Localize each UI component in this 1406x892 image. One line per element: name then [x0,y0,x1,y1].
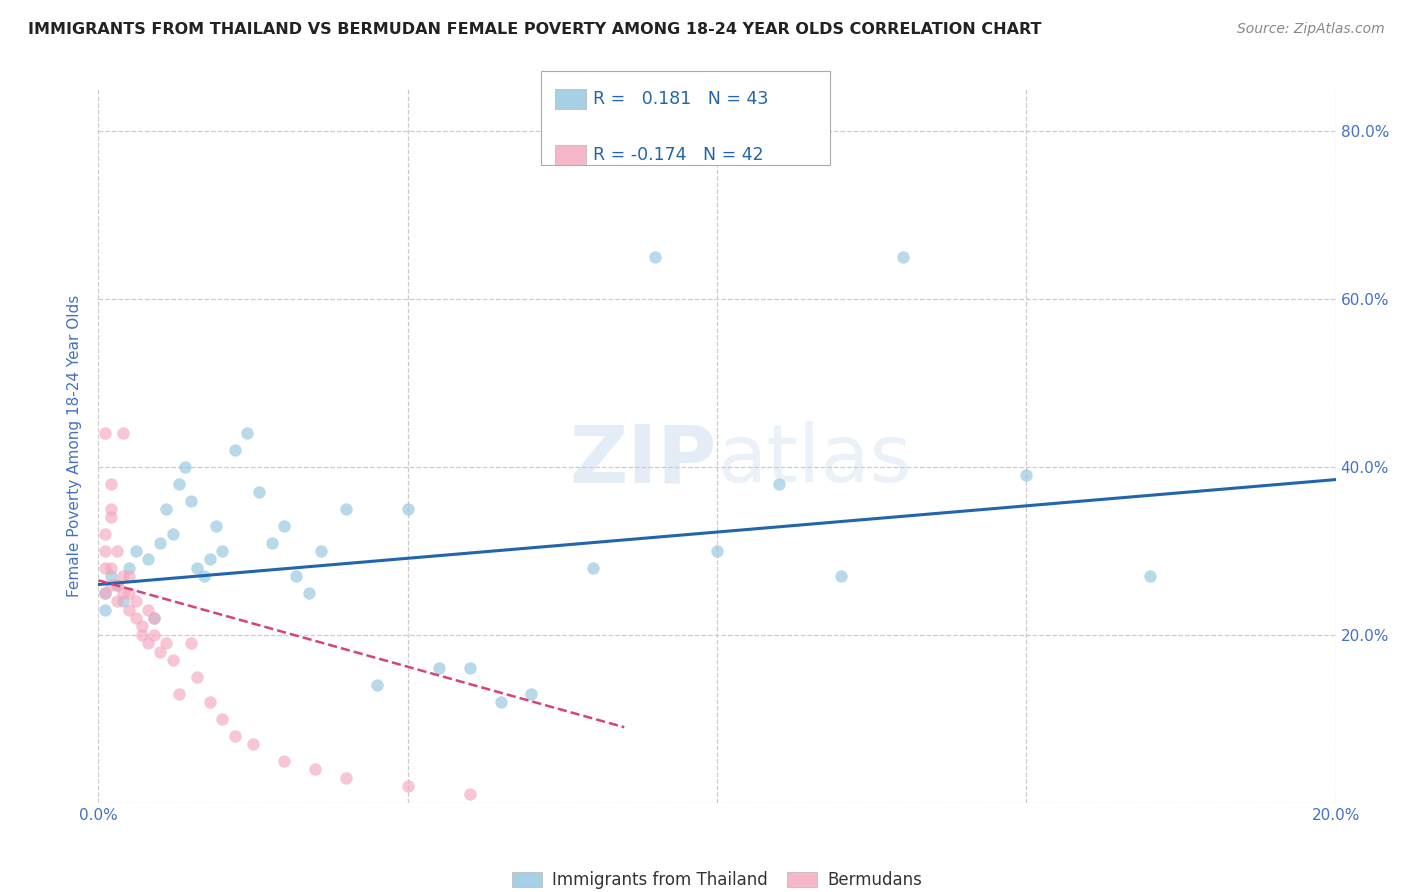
Point [198,552,221,566]
Point [186,670,208,684]
Point [93,527,115,541]
Point [100,560,122,574]
Point [124,611,146,625]
Text: R = -0.174   N = 42: R = -0.174 N = 42 [593,146,763,164]
Point [100,510,122,524]
Point [174,460,197,475]
Point [1015,468,1038,483]
Legend: Immigrants from Thailand, Bermudans: Immigrants from Thailand, Bermudans [505,864,929,892]
Point [155,636,177,650]
Point [247,485,270,500]
Point [143,611,166,625]
Point [335,502,357,516]
Point [236,426,259,441]
Point [105,577,128,591]
Point [427,661,450,675]
Point [100,476,122,491]
Point [193,569,215,583]
Point [198,695,221,709]
Point [155,502,177,516]
Point [489,695,512,709]
Point [149,645,172,659]
Point [582,560,605,574]
Point [93,426,115,441]
Point [273,518,295,533]
Point [100,502,122,516]
Text: atlas: atlas [717,421,911,500]
Point [309,544,332,558]
Point [706,544,728,558]
Point [112,426,135,441]
Point [124,544,146,558]
Text: ZIP: ZIP [569,421,717,500]
Point [136,636,159,650]
Point [143,628,166,642]
Point [93,544,115,558]
Point [136,552,159,566]
Point [205,518,228,533]
Point [224,443,246,458]
Point [211,712,233,726]
Point [124,594,146,608]
Point [131,628,153,642]
Point [396,502,419,516]
Point [143,611,166,625]
Point [136,603,159,617]
Point [830,569,852,583]
Point [1139,569,1161,583]
Point [304,762,326,776]
Point [458,661,481,675]
Point [242,737,264,751]
Point [118,603,141,617]
Point [100,569,122,583]
Point [93,586,115,600]
Point [118,586,141,600]
Text: R =   0.181   N = 43: R = 0.181 N = 43 [593,90,769,108]
Y-axis label: Female Poverty Among 18-24 Year Olds: Female Poverty Among 18-24 Year Olds [67,295,83,597]
Point [224,729,246,743]
Text: Source: ZipAtlas.com: Source: ZipAtlas.com [1237,22,1385,37]
Point [167,687,190,701]
Point [118,560,141,574]
Point [298,586,321,600]
Point [458,788,481,802]
Point [162,527,184,541]
Point [105,544,128,558]
Point [100,577,122,591]
Point [366,678,388,692]
Point [93,603,115,617]
Point [112,569,135,583]
Point [112,594,135,608]
Point [105,577,128,591]
Point [211,544,233,558]
Point [260,535,283,549]
Point [93,586,115,600]
Point [180,493,202,508]
Point [149,535,172,549]
Point [891,250,914,264]
Point [167,476,190,491]
Point [768,476,790,491]
Point [285,569,308,583]
Point [644,250,666,264]
Point [131,619,153,633]
Point [118,569,141,583]
Point [335,771,357,785]
Point [396,779,419,793]
Text: IMMIGRANTS FROM THAILAND VS BERMUDAN FEMALE POVERTY AMONG 18-24 YEAR OLDS CORREL: IMMIGRANTS FROM THAILAND VS BERMUDAN FEM… [28,22,1042,37]
Point [520,687,543,701]
Point [112,586,135,600]
Point [180,636,202,650]
Point [93,560,115,574]
Point [162,653,184,667]
Point [105,594,128,608]
Point [186,560,208,574]
Point [273,754,295,768]
